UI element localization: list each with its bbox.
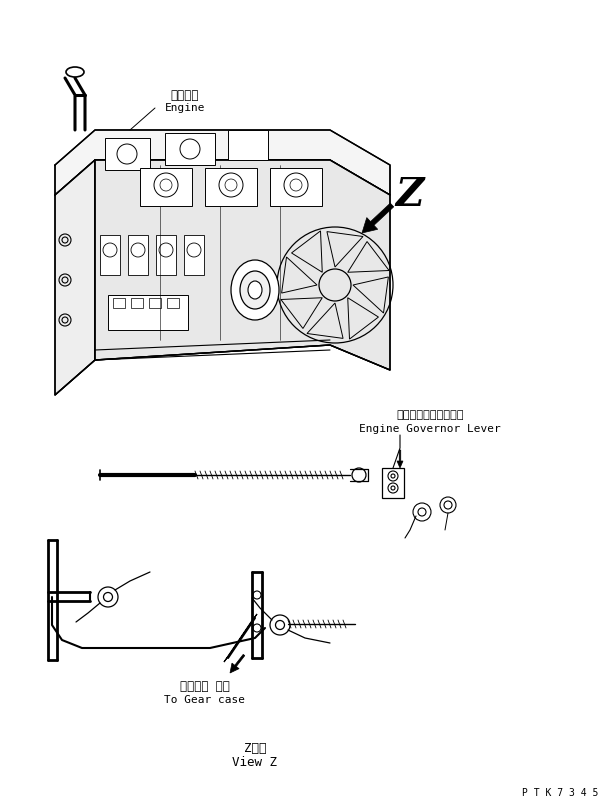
- Ellipse shape: [231, 260, 279, 320]
- Bar: [113, 298, 125, 308]
- Bar: [128, 235, 148, 275]
- Text: Engine: Engine: [164, 103, 205, 113]
- Text: Engine Governor Lever: Engine Governor Lever: [359, 424, 501, 434]
- Ellipse shape: [240, 271, 270, 309]
- Polygon shape: [95, 160, 390, 370]
- FancyArrow shape: [397, 450, 403, 468]
- Text: エンジン: エンジン: [171, 88, 199, 101]
- FancyArrow shape: [230, 654, 245, 673]
- Bar: [228, 130, 268, 160]
- Bar: [100, 235, 120, 275]
- Bar: [184, 235, 204, 275]
- Bar: [149, 298, 161, 308]
- Bar: [108, 295, 188, 330]
- Text: エンジンガバナレバー: エンジンガバナレバー: [396, 410, 464, 420]
- Bar: [382, 468, 404, 498]
- Bar: [140, 168, 192, 206]
- Bar: [165, 133, 215, 165]
- FancyArrow shape: [362, 203, 394, 233]
- Ellipse shape: [248, 281, 262, 299]
- Polygon shape: [55, 160, 95, 395]
- Bar: [167, 298, 179, 308]
- Bar: [105, 138, 150, 170]
- Bar: [205, 168, 257, 206]
- Bar: [131, 298, 143, 308]
- Text: Z: Z: [395, 176, 423, 214]
- Text: To Gear case: To Gear case: [164, 695, 245, 705]
- Text: P T K 7 3 4 5: P T K 7 3 4 5: [521, 788, 598, 798]
- Text: ギヤケー スへ: ギヤケー スへ: [180, 680, 230, 693]
- Ellipse shape: [66, 67, 84, 77]
- Text: View Z: View Z: [232, 756, 277, 769]
- Text: Z　視: Z 視: [244, 742, 266, 755]
- Polygon shape: [55, 130, 390, 195]
- Polygon shape: [224, 614, 257, 662]
- Bar: [270, 168, 322, 206]
- Bar: [156, 235, 176, 275]
